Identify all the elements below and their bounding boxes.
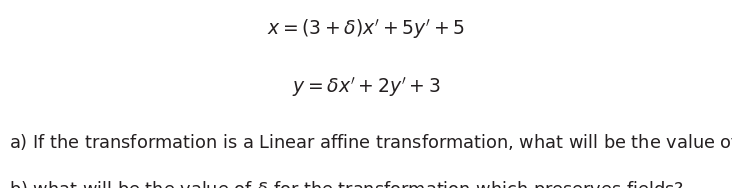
Text: $x = (3 + \delta)x^{\prime} + 5y^{\prime} + 5$: $x = (3 + \delta)x^{\prime} + 5y^{\prime…	[267, 17, 465, 41]
Text: $y = \delta x^{\prime} + 2y^{\prime} + 3$: $y = \delta x^{\prime} + 2y^{\prime} + 3…	[291, 75, 441, 99]
Text: a) If the transformation is a Linear affine transformation, what will be the val: a) If the transformation is a Linear aff…	[9, 132, 732, 152]
Text: b) what will be the value of $\delta$ for the transformation which preserves fie: b) what will be the value of $\delta$ fo…	[9, 179, 684, 188]
